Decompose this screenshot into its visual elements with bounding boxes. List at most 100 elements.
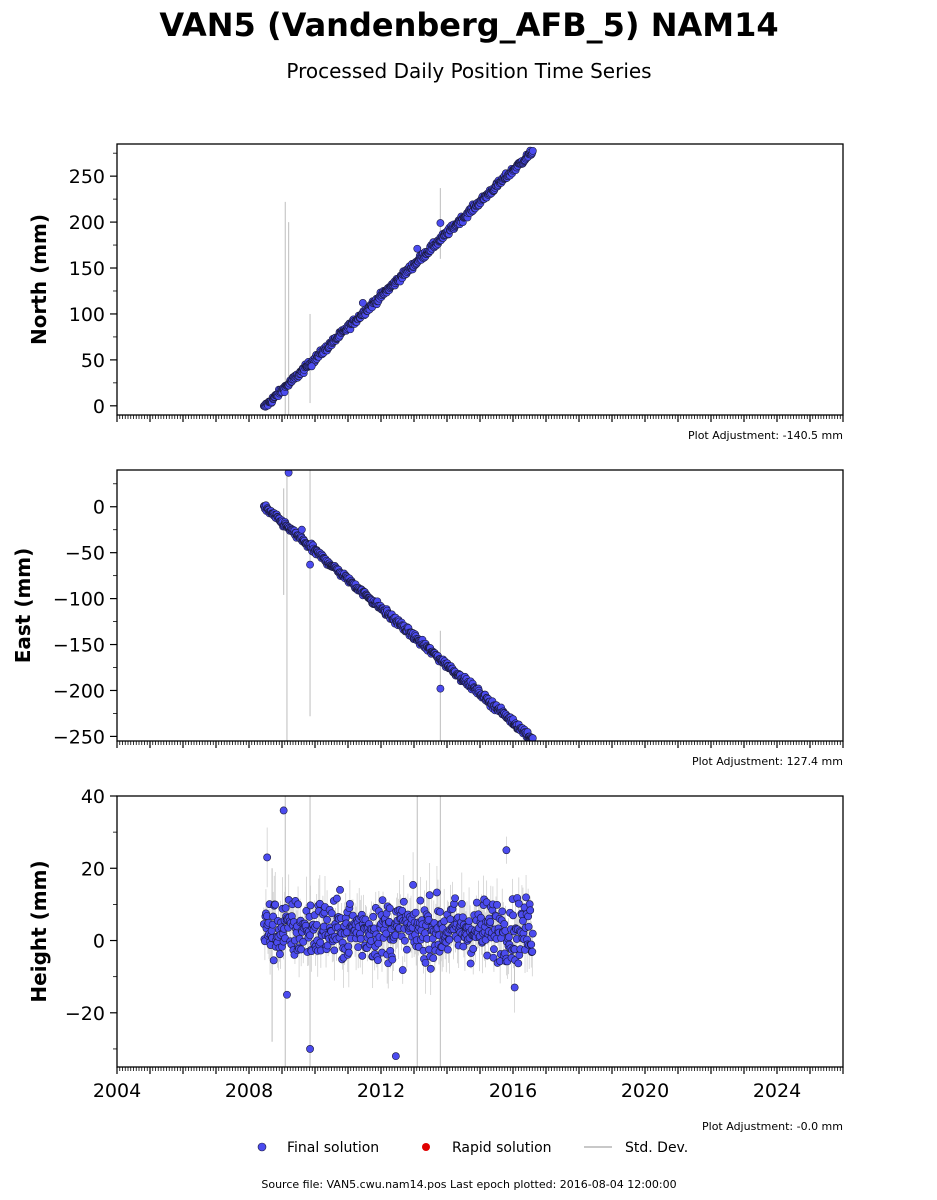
final-solution-point [514,899,523,908]
final-solution-point [489,953,498,962]
y-tick-label: 150 [69,258,105,280]
plot-area [259,470,537,741]
y-tick-label: 50 [81,350,105,372]
x-tick-label: 2004 [93,1080,141,1102]
y-tick-label: −250 [53,726,105,748]
final-solution-point [528,146,537,155]
final-solution-point [271,900,280,909]
final-solution-point [413,244,422,253]
final-solution-point [279,806,288,815]
final-solution-point [312,920,321,929]
y-tick-label: −100 [53,589,105,611]
final-solution-point [294,900,302,909]
final-solution-point [526,906,535,915]
final-solution-point [369,912,378,921]
final-solution-point [486,918,495,926]
y-tick-label: 0 [93,396,105,418]
final-solution-point [378,896,387,905]
final-solution-point [268,920,277,929]
x-ticks [116,1067,844,1074]
x-tick-label: 2016 [489,1080,537,1102]
final-solution-point [445,935,454,944]
source-footer: Source file: VAN5.cwu.nam14.pos Last epo… [261,1178,676,1191]
final-solution-point [509,911,518,920]
final-solution-point [436,907,444,916]
final-solution-point [299,937,308,946]
final-solution-point [276,950,284,959]
final-solution-point [358,299,367,307]
final-solution-point [330,946,339,955]
y-tick-label: 100 [69,304,105,326]
final-solution-point [469,944,478,953]
final-solution-point [510,983,519,992]
final-solution-point [385,904,394,913]
x-tick-label: 2012 [357,1080,405,1102]
final-solution-point [297,525,306,534]
y-axis-label: North (mm) [27,214,51,345]
plot-adjustment-note: Plot Adjustment: 127.4 mm [692,755,843,768]
y-ticks [110,483,117,738]
final-solution-point [306,560,314,569]
final-solution-point [354,943,363,952]
plot-area [259,146,537,415]
final-solution-point [528,947,537,956]
final-solution-point [425,891,434,900]
panel-1: 0 50 100 150 200 250 North (mm) Plot Adjustment… [27,143,844,442]
final-solution-point [493,900,501,909]
final-solution-point [336,885,344,894]
y-tick-label: −50 [65,543,105,565]
final-solution-point [443,945,452,954]
final-solution-point [391,1052,400,1061]
final-solution-point [382,929,391,938]
x-tick-label: 2008 [225,1080,273,1102]
final-solution-point [306,1045,314,1053]
final-solution-point [283,990,291,999]
final-solution-point [436,219,445,227]
final-solution-point [451,894,459,903]
final-solution-point [399,897,408,906]
final-solution-point [281,904,290,912]
final-solution-point [465,917,473,925]
final-solution-point [263,853,272,862]
y-tick-label: −20 [65,1003,105,1025]
final-solution-point [426,964,435,973]
final-solution-point [490,945,498,954]
final-solution-point [458,913,467,922]
panel-2: 0 −50 −100 −150 −200 −250 East (mm) Plot Adjust… [11,469,844,768]
final-solution-point [306,931,314,940]
chart-title: VAN5 (Vandenberg_AFB_5) NAM14 [159,6,778,44]
legend-final-label: Final solution [287,1140,379,1156]
final-solution-point [421,958,430,967]
final-solution-point [436,684,445,693]
legend: Final solution Rapid solution Std. Dev. [257,1140,688,1156]
plot-adjustment-note: Plot Adjustment: -140.5 mm [688,429,843,442]
final-solution-point [459,942,468,951]
final-solution-point [500,920,509,928]
final-solution-point [416,896,425,905]
final-solution-point [411,908,420,917]
y-tick-label: 0 [93,497,105,519]
final-solution-point [345,899,354,908]
plot-area [259,796,537,1067]
final-solution-point [402,945,411,954]
final-solution-point [400,936,409,945]
panel-3: 2004 2008 2012 2016 2020 2024 40 20 0 −20 Height (… [27,786,844,1133]
final-solution-point [522,893,530,902]
chart-subtitle: Processed Daily Position Time Series [286,59,651,83]
final-solution-point [344,948,353,957]
final-solution-point [358,951,367,960]
legend-rapid-label: Rapid solution [452,1140,552,1156]
final-solution-point [514,959,523,968]
final-solution-point [388,955,397,964]
final-solution-point [472,898,481,907]
final-solution-point [374,939,383,948]
final-solution-point [528,734,537,741]
final-solution-point [433,888,441,897]
y-tick-label: 250 [69,166,105,188]
x-tick-label: 2020 [621,1080,669,1102]
final-solution-point [524,922,533,931]
y-axis-label: Height (mm) [27,860,51,1002]
final-solution-point [269,956,278,965]
